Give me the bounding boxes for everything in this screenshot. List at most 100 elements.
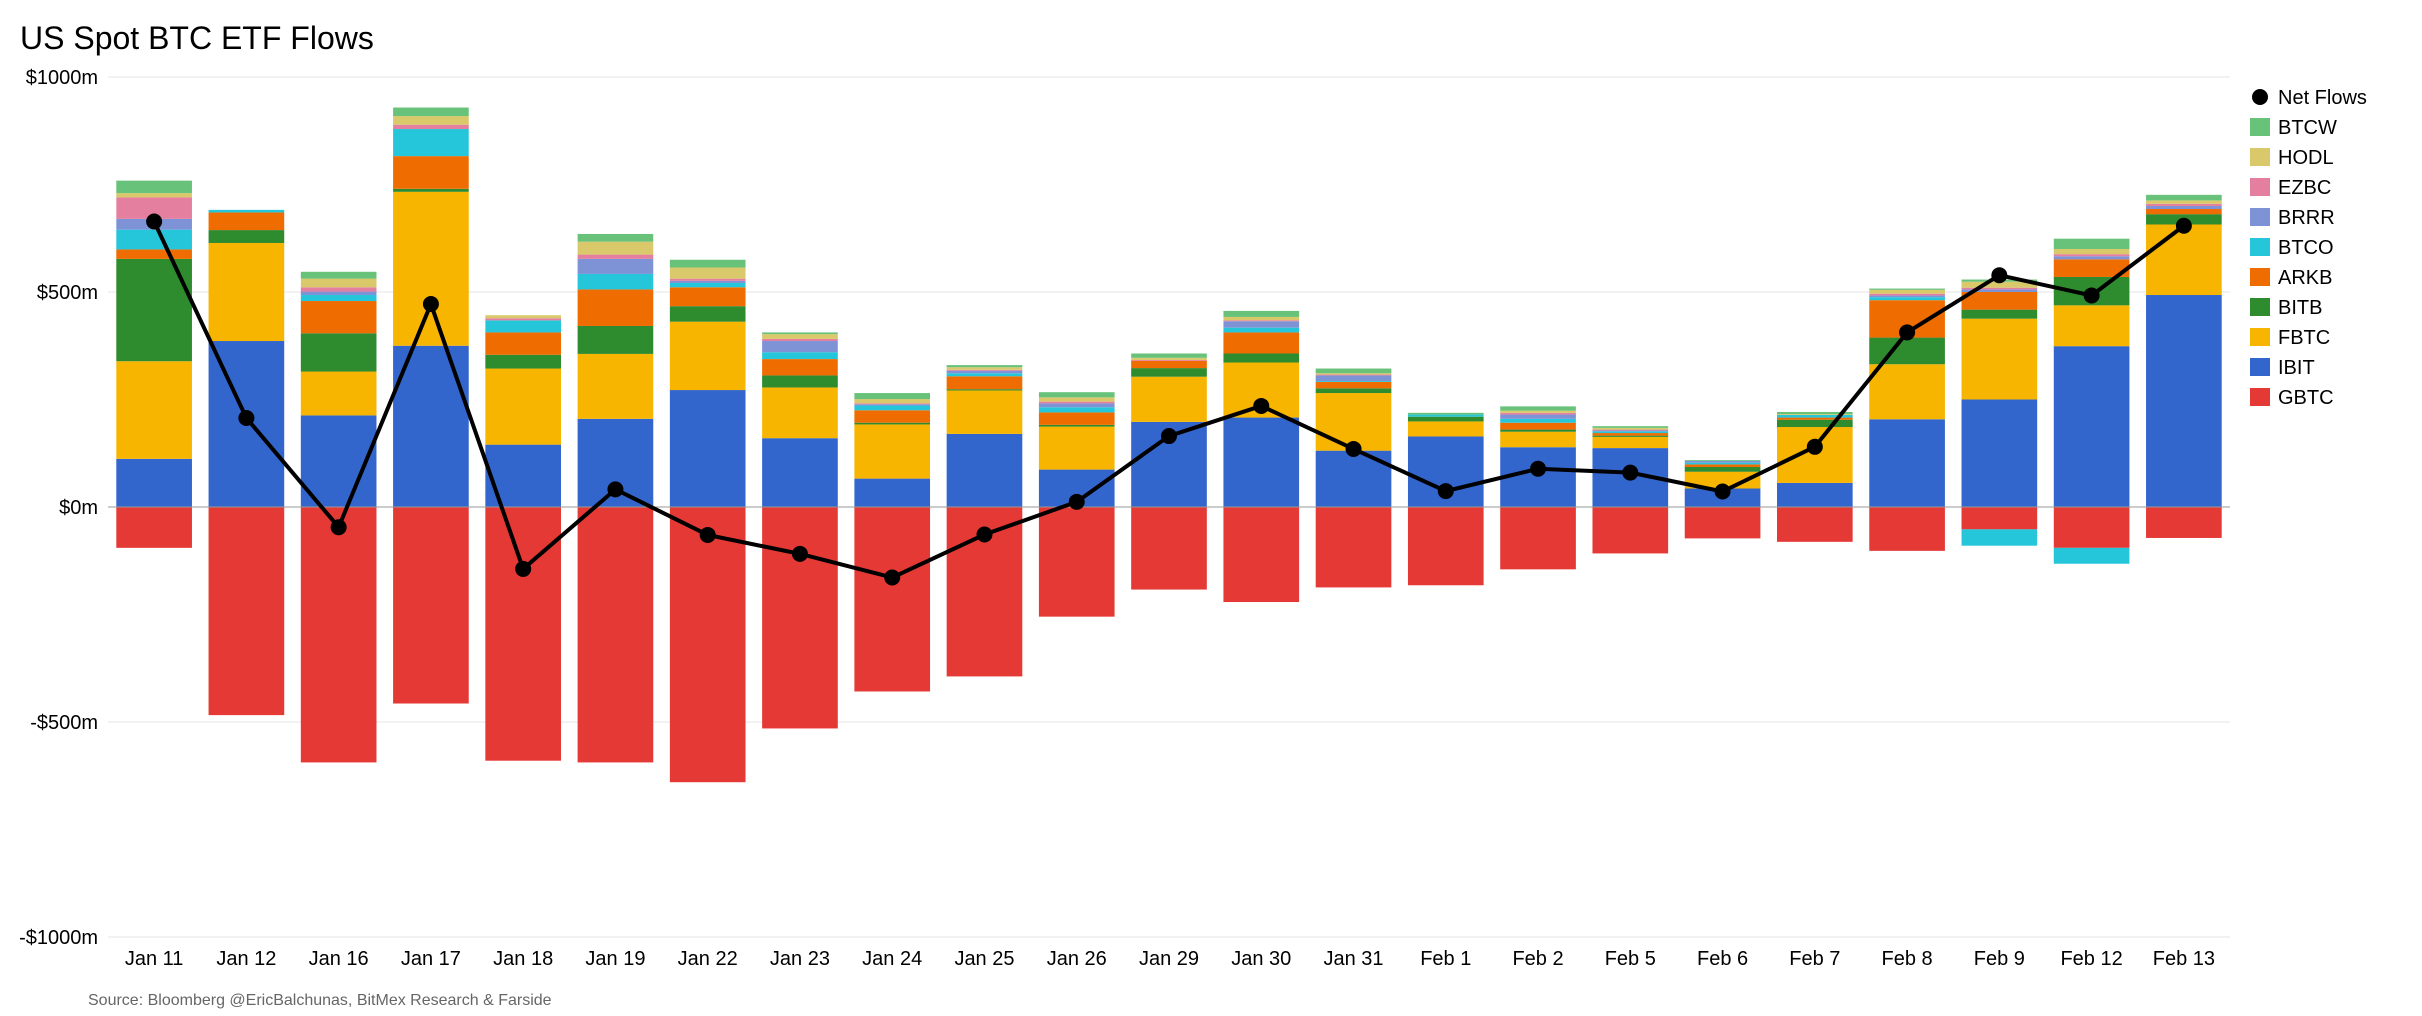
- legend-swatch-ibit-icon: [2250, 358, 2270, 376]
- legend-swatch-bitb-icon: [2250, 298, 2270, 316]
- bar-segment-btco: [485, 320, 561, 332]
- net-flows-marker: [1438, 483, 1454, 499]
- bar-segment-fbtc: [1408, 421, 1484, 436]
- bar-segment-arkb: [1039, 412, 1115, 424]
- bar-segment-fbtc: [485, 369, 561, 445]
- bar-segment-hodl: [1131, 358, 1207, 360]
- bar-segment-btcw: [116, 181, 192, 193]
- bar-segment-fbtc: [1777, 427, 1853, 483]
- net-flows-marker: [1991, 267, 2007, 283]
- bar-segment-fbtc: [301, 372, 377, 416]
- bar-segment-brrr: [1500, 415, 1576, 419]
- bar-segment-hodl: [116, 193, 192, 197]
- bar-segment-gbtc: [2146, 507, 2222, 538]
- bar-segment-arkb: [393, 156, 469, 189]
- x-axis-label: Feb 9: [1974, 948, 2025, 970]
- bar-segment-fbtc: [1131, 377, 1207, 422]
- y-axis-label: -$500m: [30, 712, 98, 734]
- net-flows-marker: [1069, 494, 1085, 510]
- x-axis-label: Jan 31: [1323, 948, 1383, 970]
- bar-segment-arkb: [1962, 292, 2038, 310]
- legend-swatch-fbtc-icon: [2250, 328, 2270, 346]
- net-flows-marker: [1530, 461, 1546, 477]
- legend-label: ARKB: [2278, 267, 2332, 289]
- bar-segment-brrr: [578, 259, 654, 274]
- bar-segment-btco: [854, 406, 930, 411]
- bar-segment-btcw: [1039, 392, 1115, 397]
- bar-segment-brrr: [1685, 461, 1761, 463]
- bar-segment-ezbc: [485, 318, 561, 320]
- net-flows-marker: [331, 519, 347, 535]
- bar-segment-hodl: [1039, 397, 1115, 401]
- x-axis-label: Jan 24: [862, 948, 922, 970]
- bar-segment-fbtc: [947, 390, 1023, 433]
- bar-segment-bitb: [1869, 338, 1945, 365]
- bar-segment-btcw: [1316, 369, 1392, 374]
- bar-segment-brrr: [1039, 403, 1115, 407]
- bar-segment-bitb: [301, 333, 377, 371]
- bar-segment-bitb: [1777, 420, 1853, 427]
- bar-segment-brrr: [1592, 430, 1668, 431]
- net-flows-marker: [1807, 439, 1823, 455]
- bar-segment-ezbc: [1131, 360, 1207, 361]
- x-axis-label: Feb 2: [1512, 948, 1563, 970]
- legend-marker-net-flows-icon: [2252, 89, 2268, 105]
- x-axis-label: Feb 6: [1697, 948, 1748, 970]
- bar-segment-brrr: [1869, 295, 1945, 297]
- legend-swatch-arkb-icon: [2250, 268, 2270, 286]
- y-axis-label: $0m: [59, 497, 98, 519]
- bar-segment-hodl: [1500, 411, 1576, 413]
- bar-segment-bitb: [1962, 310, 2038, 319]
- legend-swatch-gbtc-icon: [2250, 388, 2270, 406]
- bar-segment-ezbc: [1592, 430, 1668, 431]
- x-axis-label: Feb 1: [1420, 948, 1471, 970]
- bar-segment-ezbc: [670, 279, 746, 281]
- bar-segment-ezbc: [854, 403, 930, 404]
- net-flows-marker: [1161, 428, 1177, 444]
- bar-segment-hodl: [485, 315, 561, 318]
- legend-label: BTCO: [2278, 237, 2334, 259]
- bar-segment-btcw: [1592, 426, 1668, 428]
- bar-segment-brrr: [2146, 206, 2222, 209]
- bar-segment-ezbc: [1500, 413, 1576, 415]
- bar-segment-gbtc: [1408, 507, 1484, 585]
- legend-label: BITB: [2278, 297, 2322, 319]
- bar-segment-btcw: [393, 108, 469, 117]
- bar-segment-btco: [947, 373, 1023, 376]
- bar-segment-hodl: [2054, 249, 2130, 254]
- legend-label: BTCW: [2278, 117, 2337, 139]
- bar-segment-bitb: [1592, 436, 1668, 437]
- bar-segment-gbtc: [1223, 507, 1299, 602]
- bar-segment-bitb: [1316, 388, 1392, 393]
- source-attribution: Source: Bloomberg @EricBalchunas, BitMex…: [88, 992, 552, 1010]
- bar-segment-fbtc: [1869, 364, 1945, 419]
- bar-segment-btco: [578, 274, 654, 289]
- bar-segment-brrr: [301, 292, 377, 295]
- x-axis-label: Feb 12: [2060, 948, 2122, 970]
- bar-segment-btcw: [2146, 195, 2222, 201]
- bar-segment-gbtc: [670, 507, 746, 782]
- bar-segment-fbtc: [393, 192, 469, 346]
- legend-swatch-ezbc-icon: [2250, 178, 2270, 196]
- bar-segment-btco: [393, 129, 469, 156]
- bar-segment-ezbc: [393, 125, 469, 129]
- bar-segment-btcw: [762, 332, 838, 334]
- bar-segment-ibit: [2146, 295, 2222, 507]
- bar-segment-hodl: [762, 334, 838, 339]
- bar-segment-btco: [1592, 431, 1668, 433]
- bar-segment-bitb: [209, 230, 285, 243]
- bar-segment-arkb: [762, 359, 838, 375]
- net-flows-marker: [423, 296, 439, 312]
- bar-segment-btcw: [1131, 353, 1207, 357]
- bar-segment-brrr: [2054, 256, 2130, 259]
- net-flows-marker: [1899, 324, 1915, 340]
- bar-segment-btco: [2054, 548, 2130, 564]
- bar-segment-btcw: [1223, 311, 1299, 317]
- net-flows-marker: [146, 213, 162, 229]
- bar-segment-fbtc: [854, 424, 930, 478]
- bar-segment-arkb: [854, 410, 930, 422]
- bar-segment-btco: [1500, 419, 1576, 423]
- bar-segment-gbtc: [762, 507, 838, 728]
- bar-segment-ibit: [1223, 418, 1299, 507]
- x-axis-label: Jan 19: [585, 948, 645, 970]
